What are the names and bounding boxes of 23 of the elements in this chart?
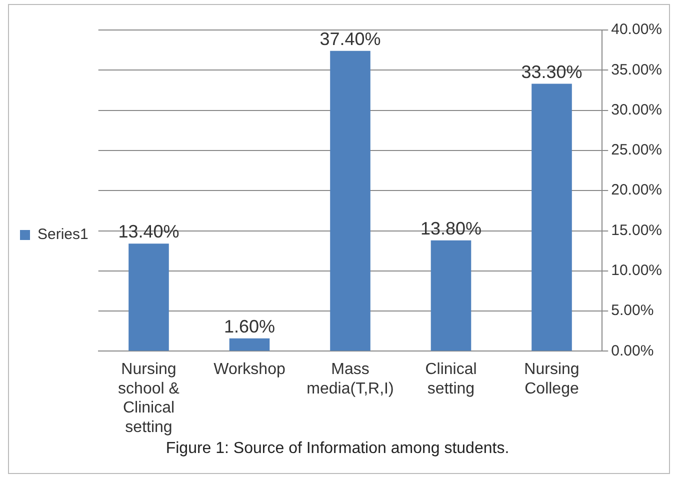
- bar: [430, 240, 472, 351]
- y-tick-label: 30.00%: [611, 101, 662, 118]
- y-tick-label: 5.00%: [611, 302, 654, 320]
- text: 1.60%: [224, 316, 276, 336]
- x-tick-label: Mass media(T,R,I): [306, 361, 394, 398]
- bar: [128, 244, 169, 351]
- legend-label: Series1: [38, 226, 88, 244]
- text: 37.40%: [320, 28, 381, 49]
- x-tick-label: Nursing College: [524, 361, 580, 398]
- bar: [330, 50, 370, 351]
- y-tick-label: 0.00%: [611, 342, 654, 360]
- y-tick-label: 20.00%: [611, 182, 662, 199]
- x-tick-label: Workshop: [214, 361, 286, 378]
- y-tick-label: 15.00%: [611, 222, 662, 239]
- x-tick-label: Clinical setting: [425, 361, 477, 398]
- y-tick-label: 35.00%: [611, 61, 662, 78]
- bar: [532, 84, 572, 351]
- y-tick-label: 25.00%: [611, 142, 662, 159]
- y-tick-label: 10.00%: [611, 262, 662, 280]
- x-tick-label: Nursing school & Clinical setting: [118, 361, 180, 436]
- bar: [229, 338, 270, 351]
- y-tick-label: 40.00%: [611, 21, 662, 38]
- caption: Figure 1: Source of Information among students.: [164, 440, 510, 458]
